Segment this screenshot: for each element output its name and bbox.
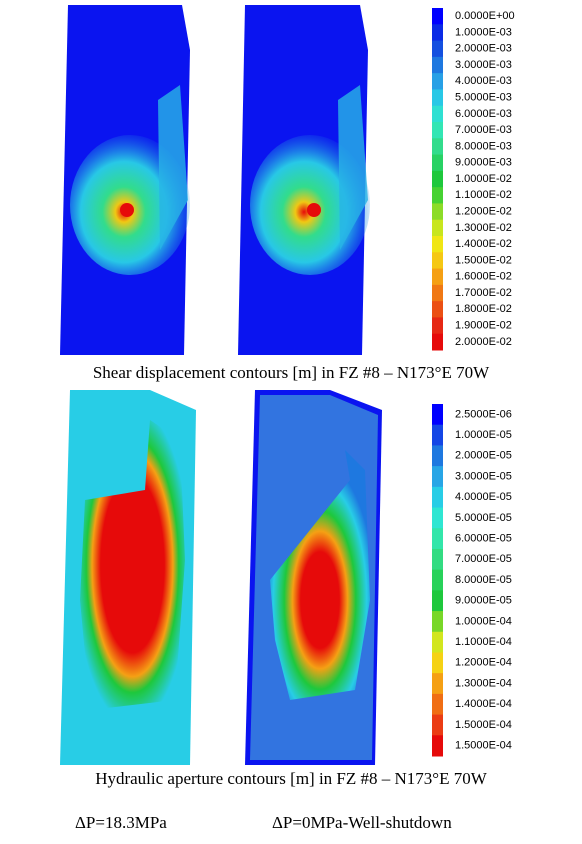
legend-swatch [432, 735, 443, 757]
legend-swatch [432, 714, 443, 736]
legend-swatch [432, 284, 443, 302]
legend-label: 3.0000E-05 [455, 470, 512, 482]
legend-label: 2.5000E-06 [455, 408, 512, 420]
legend-label: 6.0000E-03 [455, 108, 512, 120]
legend-swatch [432, 424, 443, 446]
legend-swatch [432, 40, 443, 58]
legend-label: 1.4000E-02 [455, 238, 512, 250]
legend-swatch [432, 569, 443, 591]
legend-swatch [432, 24, 443, 42]
legend-swatch [432, 693, 443, 716]
legend-label: 1.7000E-02 [455, 287, 512, 299]
condition-label: ΔP=18.3MPa [75, 813, 167, 832]
legend-swatch [432, 268, 443, 286]
legend-swatch [432, 8, 443, 25]
shear-plot-right [238, 5, 370, 355]
legend-swatch [432, 652, 443, 674]
legend-label: 1.2000E-04 [455, 657, 512, 669]
legend-swatch [432, 548, 443, 571]
legend-swatch [432, 154, 443, 172]
legend-label: 1.4000E-04 [455, 698, 512, 710]
shear-plot-left [60, 5, 190, 355]
legend-label: 1.2000E-02 [455, 205, 512, 217]
legend-label: 5.0000E-03 [455, 91, 512, 103]
legend-swatch [432, 203, 443, 221]
legend-label: 1.8000E-02 [455, 303, 512, 315]
legend-swatch [432, 445, 443, 467]
legend-swatch [432, 170, 443, 188]
legend-label: 1.5000E-04 [455, 740, 512, 752]
legend-label: 8.0000E-03 [455, 140, 512, 152]
legend-label: 3.0000E-03 [455, 59, 512, 71]
legend-swatch [432, 138, 443, 156]
aperture-plot-right [245, 390, 382, 765]
legend-swatch [432, 187, 443, 204]
legend-swatch [432, 631, 443, 653]
legend-swatch [432, 219, 443, 237]
caption: Hydraulic aperture contours [m] in FZ #8… [95, 769, 488, 788]
legend-swatch [432, 317, 443, 335]
legend-label: 1.0000E-05 [455, 429, 512, 441]
legend-swatch [432, 56, 443, 74]
legend-label: 5.0000E-05 [455, 512, 512, 524]
legend-label: 1.9000E-02 [455, 319, 512, 331]
legend-label: 1.5000E-04 [455, 719, 512, 731]
legend-label: 6.0000E-05 [455, 532, 512, 544]
legend-swatch [432, 611, 443, 633]
legend-swatch [432, 122, 443, 139]
legend-swatch [432, 404, 443, 426]
legends: 0.0000E+00 1.0000E-03 2.0000E-03 3.0000E-03… [432, 8, 515, 757]
legend-label: 7.0000E-05 [455, 553, 512, 565]
legend-swatch [432, 673, 443, 695]
legend-label: 2.0000E-03 [455, 43, 512, 55]
legend-swatch [432, 507, 443, 529]
legend-swatch [432, 73, 443, 90]
legend-label: 4.0000E-03 [455, 75, 512, 87]
legend-label: 2.0000E-05 [455, 450, 512, 462]
legend-swatch [432, 528, 443, 550]
legend-label: 1.1000E-02 [455, 189, 512, 201]
legend-swatch [432, 89, 443, 107]
legend-label: 1.3000E-04 [455, 677, 512, 689]
legend-label: 1.5000E-02 [455, 254, 512, 266]
legend-label: 1.0000E-02 [455, 173, 512, 185]
condition-label: ΔP=0MPa-Well-shutdown [272, 813, 452, 832]
legend-label: 4.0000E-05 [455, 491, 512, 503]
aperture-plot-left [60, 390, 196, 765]
legend-swatch [432, 466, 443, 488]
legend-swatch [432, 236, 443, 253]
legend-label: 2.0000E-02 [455, 336, 512, 348]
legend-swatch [432, 333, 443, 351]
legend-swatch [432, 301, 443, 318]
legend-label: 1.0000E-03 [455, 26, 512, 38]
legend-label: 9.0000E-05 [455, 595, 512, 607]
legend-label: 0.0000E+00 [455, 10, 515, 22]
legend-label: 8.0000E-05 [455, 574, 512, 586]
legend-label: 7.0000E-03 [455, 124, 512, 136]
legend-swatch [432, 105, 443, 123]
legend-swatch [432, 252, 443, 270]
legend-label: 1.0000E-04 [455, 615, 512, 627]
legend-label: 1.6000E-02 [455, 271, 512, 283]
legend-label: 1.1000E-04 [455, 636, 512, 648]
legend-label: 1.3000E-02 [455, 222, 512, 234]
legend-swatch [432, 590, 443, 612]
legend-label: 9.0000E-03 [455, 157, 512, 169]
caption: Shear displacement contours [m] in FZ #8… [93, 363, 490, 382]
legend-swatch [432, 486, 443, 509]
